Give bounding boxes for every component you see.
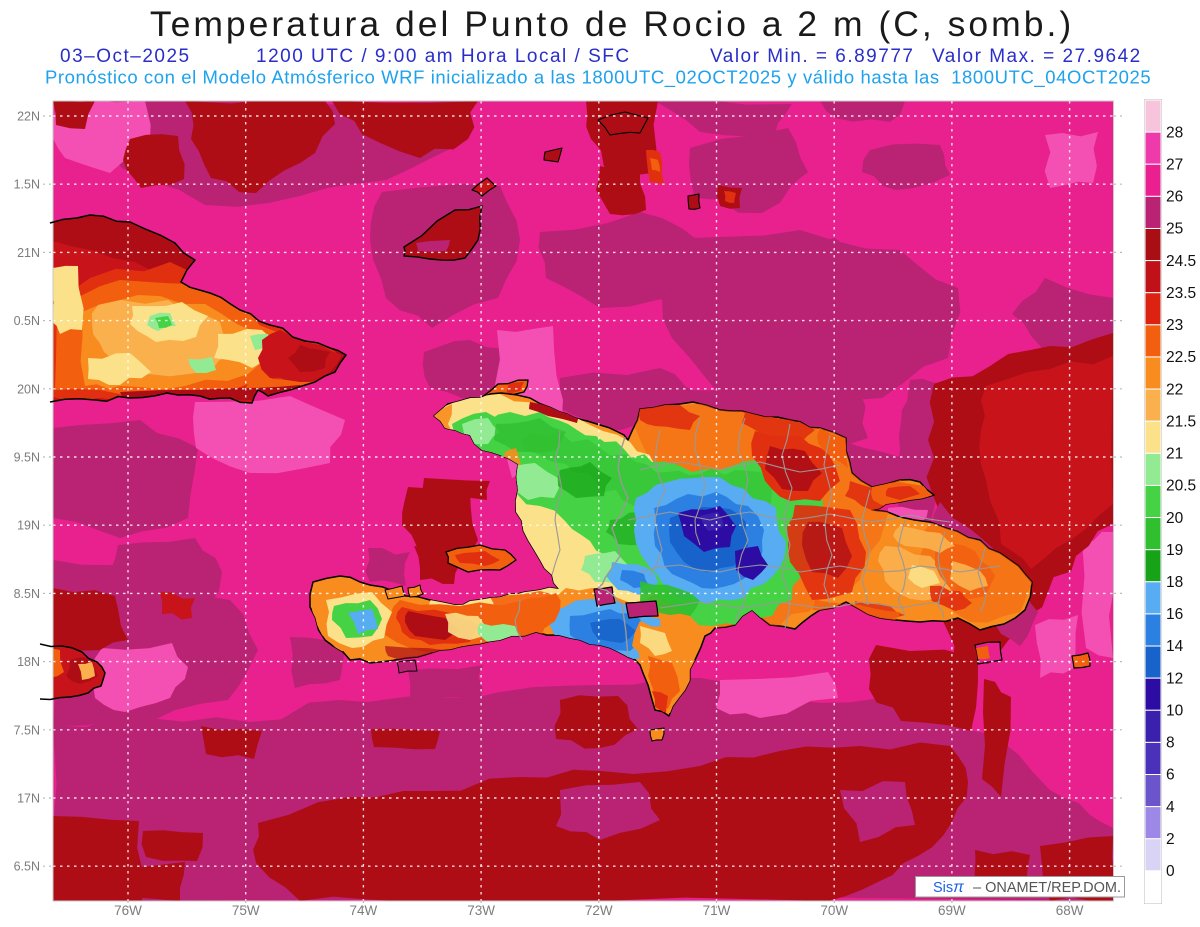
svg-text:Pronóstico con el Modelo Atmós: Pronóstico con el Modelo Atmósferico WRF… xyxy=(45,67,1151,89)
svg-text:23: 23 xyxy=(1166,317,1183,334)
svg-text:8.5N: 8.5N xyxy=(14,587,40,601)
svg-text:23.5: 23.5 xyxy=(1166,285,1196,302)
svg-text:Sisπ: Sisπ xyxy=(933,879,964,896)
svg-text:71W: 71W xyxy=(703,903,731,918)
svg-text:72W: 72W xyxy=(585,903,613,918)
svg-text:4: 4 xyxy=(1166,799,1175,816)
svg-text:76W: 76W xyxy=(114,903,142,918)
svg-text:– ONAMET/REP.DOM.: – ONAMET/REP.DOM. xyxy=(973,880,1121,896)
svg-text:22.5: 22.5 xyxy=(1166,349,1196,366)
svg-text:21N: 21N xyxy=(17,246,40,260)
svg-text:2: 2 xyxy=(1166,831,1175,848)
svg-text:Valor Min. = 6.89777: Valor Min. = 6.89777 xyxy=(710,46,914,67)
svg-text:03–Oct–2025: 03–Oct–2025 xyxy=(60,46,191,67)
svg-text:16: 16 xyxy=(1166,606,1183,623)
svg-text:6: 6 xyxy=(1166,767,1175,784)
svg-text:14: 14 xyxy=(1166,638,1184,655)
svg-text:Temperatura del Punto de Rocio: Temperatura del Punto de Rocio a 2 m (C,… xyxy=(150,4,1074,44)
svg-text:74W: 74W xyxy=(350,903,378,918)
svg-text:20.5: 20.5 xyxy=(1166,478,1196,495)
svg-text:28: 28 xyxy=(1166,124,1183,141)
svg-text:21: 21 xyxy=(1166,446,1183,463)
svg-text:26: 26 xyxy=(1166,189,1183,206)
svg-text:0.5N: 0.5N xyxy=(14,314,40,328)
svg-text:68W: 68W xyxy=(1056,903,1084,918)
svg-text:24.5: 24.5 xyxy=(1166,253,1196,270)
svg-text:21.5: 21.5 xyxy=(1166,413,1196,430)
svg-text:10: 10 xyxy=(1166,703,1184,720)
svg-text:1200 UTC / 9:00 am Hora Local: 1200 UTC / 9:00 am Hora Local / SFC xyxy=(256,46,631,67)
svg-text:18: 18 xyxy=(1166,574,1183,591)
svg-text:18N: 18N xyxy=(17,655,40,669)
svg-text:Valor Max. = 27.9642: Valor Max. = 27.9642 xyxy=(932,46,1142,67)
svg-text:75W: 75W xyxy=(232,903,260,918)
svg-text:8: 8 xyxy=(1166,735,1175,752)
svg-text:1.5N: 1.5N xyxy=(14,178,40,192)
svg-text:22N: 22N xyxy=(17,110,40,124)
svg-text:20: 20 xyxy=(1166,510,1184,527)
svg-text:25: 25 xyxy=(1166,221,1183,238)
svg-text:69W: 69W xyxy=(938,903,966,918)
svg-text:12: 12 xyxy=(1166,670,1183,687)
svg-text:19: 19 xyxy=(1166,542,1183,559)
svg-text:7.5N: 7.5N xyxy=(14,723,40,737)
svg-text:19N: 19N xyxy=(17,519,40,533)
svg-text:6.5N: 6.5N xyxy=(14,860,40,874)
svg-text:73W: 73W xyxy=(467,903,495,918)
svg-text:70W: 70W xyxy=(820,903,848,918)
svg-text:27: 27 xyxy=(1166,156,1183,173)
svg-text:9.5N: 9.5N xyxy=(14,451,40,465)
svg-text:20N: 20N xyxy=(17,382,40,396)
svg-text:0: 0 xyxy=(1166,863,1175,880)
svg-text:22: 22 xyxy=(1166,381,1183,398)
svg-text:17N: 17N xyxy=(17,792,40,806)
